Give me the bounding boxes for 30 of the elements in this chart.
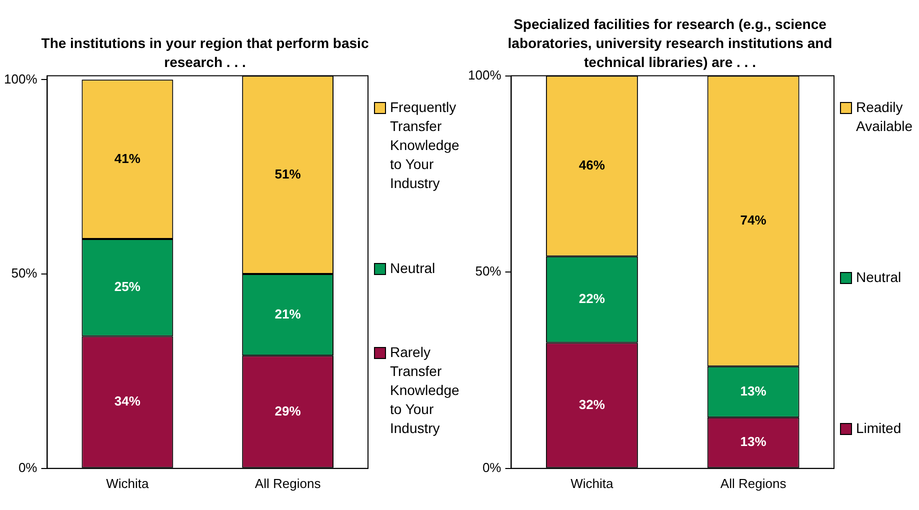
y-tick-label: 0% xyxy=(482,460,502,475)
data-label: 29% xyxy=(274,403,302,418)
data-label: 41% xyxy=(114,150,141,166)
data-label: 21% xyxy=(274,306,302,322)
y-tick-label: 100% xyxy=(4,71,38,86)
data-label: 22% xyxy=(578,291,606,306)
data-label: 32% xyxy=(578,396,606,412)
y-tick-label: 50% xyxy=(475,264,502,279)
y-tick-label: 100% xyxy=(468,67,502,82)
data-label: 34% xyxy=(114,394,141,409)
legend-label: Readily Available xyxy=(856,98,914,136)
chart-title: Specialized facilities for research (e.g., science laboratories, university research institutions and technical libraries) are . . . xyxy=(506,15,834,72)
legend-label: Frequently Transfer Knowledge to Your Industry xyxy=(390,98,460,193)
legend-label: Neutral xyxy=(856,268,902,287)
chart-title: The institutions in your region that perform basic research . . . xyxy=(40,34,370,72)
legend-label: Rarely Transfer Knowledge to Your Industry xyxy=(390,343,460,438)
x-tick-label: Wichita xyxy=(106,476,150,491)
data-label: 51% xyxy=(274,166,302,182)
y-tick-label: 50% xyxy=(11,266,38,281)
x-tick-label: Wichita xyxy=(570,476,614,491)
data-label: 13% xyxy=(740,383,767,398)
data-label: 46% xyxy=(578,158,606,173)
data-label: 74% xyxy=(740,212,767,228)
data-label: 25% xyxy=(114,279,141,294)
x-tick-label: All Regions xyxy=(720,476,787,491)
legend-label: Neutral xyxy=(390,258,436,278)
data-label: 13% xyxy=(740,434,767,450)
x-tick-label: All Regions xyxy=(254,476,322,491)
legend-label: Limited xyxy=(856,419,902,438)
y-tick-label: 0% xyxy=(18,460,38,475)
